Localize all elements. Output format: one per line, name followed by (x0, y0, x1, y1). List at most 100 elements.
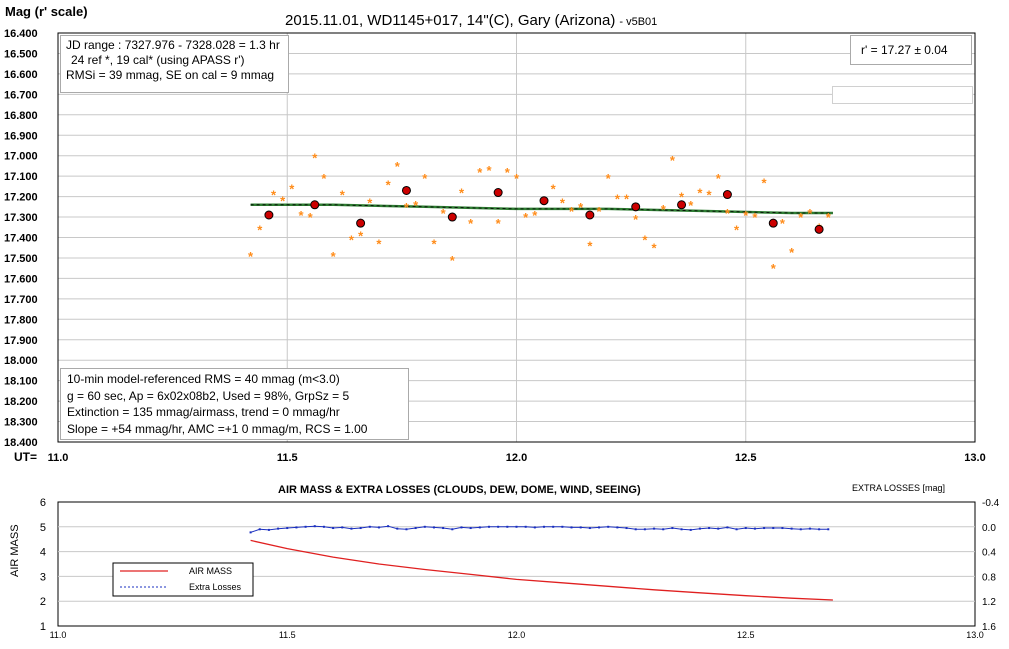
extra-losses-point (350, 527, 353, 530)
extra-losses-point (643, 528, 646, 531)
main-y-tick-label: 16.900 (4, 130, 38, 142)
info-bottom-line4: Slope = +54 mmag/hr, AMC =+1 0 mmag/m, R… (67, 421, 368, 436)
raw-point: * (340, 188, 346, 203)
raw-point: * (358, 228, 364, 243)
raw-point: * (450, 253, 456, 268)
raw-point: * (431, 237, 437, 252)
legend-box (112, 562, 254, 597)
raw-point: * (404, 200, 410, 215)
binned-point (722, 190, 732, 200)
raw-point: * (652, 241, 658, 256)
binned-point (768, 218, 778, 228)
extra-losses-point (258, 528, 261, 531)
main-y-tick-label: 17.900 (4, 335, 38, 347)
raw-point: * (349, 233, 355, 248)
extra-losses-point (634, 528, 637, 531)
raw-point: * (596, 204, 602, 219)
raw-point: * (413, 198, 419, 213)
main-y-tick-label: 18.000 (4, 355, 38, 367)
lower-right-axis-label: EXTRA LOSSES [mag] (852, 483, 945, 493)
extra-losses-point (295, 526, 298, 529)
info-top-line2: 24 ref *, 19 cal* (using APASS r') (71, 53, 245, 67)
extra-losses-point (497, 525, 500, 528)
extra-losses-point (432, 526, 435, 529)
extra-losses-point (561, 525, 564, 528)
extra-losses-point (487, 525, 490, 528)
raw-point: * (707, 188, 713, 203)
extra-losses-point (387, 525, 390, 528)
raw-point: * (496, 216, 502, 231)
extra-losses-point (313, 525, 316, 528)
raw-point: * (477, 165, 483, 180)
info-bottom-line1: 10-min model-referenced RMS = 40 mmag (m… (67, 372, 340, 386)
lower-left-tick-label: 4 (40, 547, 46, 559)
lower-x-tick-label: 13.0 (966, 630, 984, 640)
info-box-top: JD range : 7327.976 - 7328.028 = 1.3 hr … (60, 35, 289, 93)
raw-point: * (771, 261, 777, 276)
extra-losses-point (717, 527, 720, 530)
main-plot-border (57, 32, 976, 443)
info-top-line3: RMSi = 39 mmag, SE on cal = 9 mmag (66, 68, 275, 82)
main-y-axis-label: Mag (r' scale) (5, 4, 88, 19)
extra-losses-point (625, 527, 628, 530)
info-bottom-line2: g = 60 sec, Ap = 6x02x08b2, Used = 98%, … (67, 388, 350, 403)
raw-point: * (725, 206, 731, 221)
extra-losses-point (332, 527, 335, 530)
raw-point: * (514, 171, 520, 186)
extra-losses-point (744, 527, 747, 530)
raw-point: * (642, 233, 648, 248)
extra-losses-line (250, 525, 829, 533)
binned-point (539, 196, 549, 206)
raw-point: * (569, 204, 575, 219)
main-y-tick-label: 16.600 (4, 69, 38, 81)
extra-losses-point (763, 527, 766, 530)
raw-point: * (321, 171, 327, 186)
extra-losses-point (588, 527, 591, 530)
main-chart-title-text: 2015.11.01, WD1145+017, 14"(C), Gary (Ar… (285, 12, 615, 29)
main-y-tick-label: 16.700 (4, 89, 38, 101)
raw-point: * (367, 196, 373, 211)
raw-point: * (606, 171, 612, 186)
main-y-tick-label: 18.300 (4, 417, 38, 429)
info-bottom-line3: Extinction = 135 mmag/airmass, trend = 0… (67, 405, 340, 419)
main-chart-title-suffix: - v5B01 (619, 16, 657, 28)
main-y-tick-label: 16.500 (4, 48, 38, 60)
binned-point (631, 202, 641, 212)
raw-point: * (248, 249, 254, 264)
extra-losses-point (286, 527, 289, 530)
raw-point: * (441, 206, 447, 221)
raw-point: * (670, 153, 676, 168)
main-y-tick-label: 18.200 (4, 396, 38, 408)
extra-losses-point (671, 527, 674, 530)
raw-point: * (298, 208, 304, 223)
binned-point (401, 185, 411, 195)
extra-losses-point (533, 526, 536, 529)
raw-point: * (587, 239, 593, 254)
raw-point: * (331, 249, 337, 264)
info-box-bottom: 10-min model-referenced RMS = 40 mmag (m… (60, 368, 409, 440)
lower-left-tick-label: 3 (40, 571, 46, 583)
trend-line-dash (250, 204, 833, 214)
lower-x-tick-label: 11.5 (279, 630, 296, 640)
main-y-tick-label: 17.200 (4, 192, 38, 204)
extra-losses-point (570, 526, 573, 529)
legend-extra-losses-label: Extra Losses (189, 582, 242, 592)
raw-point: * (289, 181, 295, 196)
raw-point: * (697, 186, 703, 201)
extra-losses-point (249, 531, 252, 534)
main-y-tick-label: 16.400 (4, 28, 38, 40)
raw-point: * (505, 165, 511, 180)
lower-legend: AIR MASS Extra Losses (112, 562, 254, 597)
extra-losses-point (524, 525, 527, 528)
extra-losses-point (442, 527, 445, 530)
lower-ticks: 6 5 4 3 2 1 -0.4 0.0 0.4 0.8 1.2 1.6 11.0 11.5 12.0 12.… (40, 497, 1000, 640)
raw-point: * (386, 177, 392, 192)
extra-losses-point (708, 527, 711, 530)
extra-losses-point (772, 527, 775, 530)
extra-losses-point (698, 527, 701, 530)
raw-point: * (743, 208, 749, 223)
raw-point: * (312, 151, 318, 166)
raw-point: * (271, 188, 277, 203)
airmass-line (250, 539, 833, 601)
